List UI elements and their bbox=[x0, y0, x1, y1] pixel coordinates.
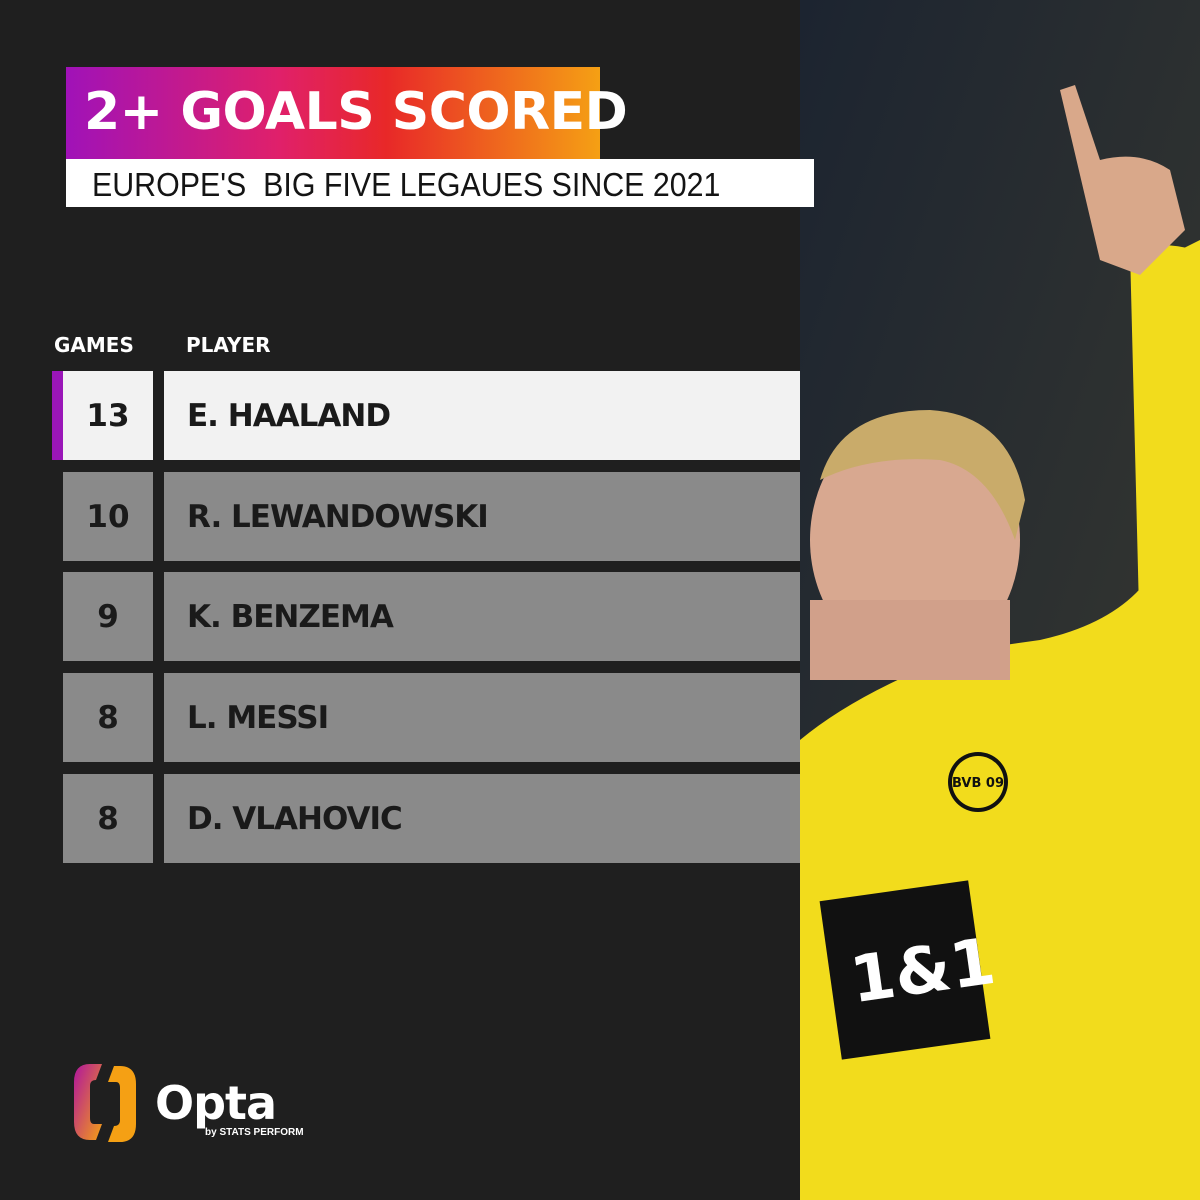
table-row: 8 D. VLAHOVIC bbox=[63, 774, 800, 863]
table-row: 10 R. LEWANDOWSKI bbox=[63, 472, 800, 561]
table-row: 13 E. HAALAND bbox=[52, 371, 800, 460]
subtitle-banner bbox=[66, 159, 814, 207]
highlight-accent bbox=[52, 371, 63, 460]
opta-tagline: by STATS PERFORM bbox=[205, 1127, 304, 1138]
games-cell: 8 bbox=[63, 774, 153, 863]
badge-text: BVB 09 bbox=[952, 776, 1004, 791]
player-cell: L. MESSI bbox=[164, 673, 800, 762]
opta-wordmark: Opta bbox=[155, 1076, 277, 1130]
title-banner bbox=[66, 67, 600, 159]
player-cell: K. BENZEMA bbox=[164, 572, 800, 661]
table-row: 8 L. MESSI bbox=[63, 673, 800, 762]
games-header: GAMES bbox=[54, 333, 134, 357]
subtitle: EUROPE'S BIG FIVE LEGAUES SINCE 2021 bbox=[92, 166, 721, 203]
player-photo: 1&1 BVB 09 bbox=[800, 0, 1200, 1200]
player-cell: D. VLAHOVIC bbox=[164, 774, 800, 863]
player-header: PLAYER bbox=[186, 333, 271, 357]
games-cell: 9 bbox=[63, 572, 153, 661]
table-row: 9 K. BENZEMA bbox=[63, 572, 800, 661]
games-cell: 8 bbox=[63, 673, 153, 762]
player-cell: E. HAALAND bbox=[164, 371, 800, 460]
player-cell: R. LEWANDOWSKI bbox=[164, 472, 800, 561]
opta-logo-icon bbox=[74, 1064, 136, 1142]
sponsor-logo: 1&1 bbox=[819, 880, 1000, 1060]
games-cell: 13 bbox=[63, 371, 153, 460]
bvb-badge-icon: BVB 09 bbox=[948, 752, 1008, 812]
games-cell: 10 bbox=[63, 472, 153, 561]
page-title: 2+ GOALS SCORED bbox=[84, 82, 628, 142]
